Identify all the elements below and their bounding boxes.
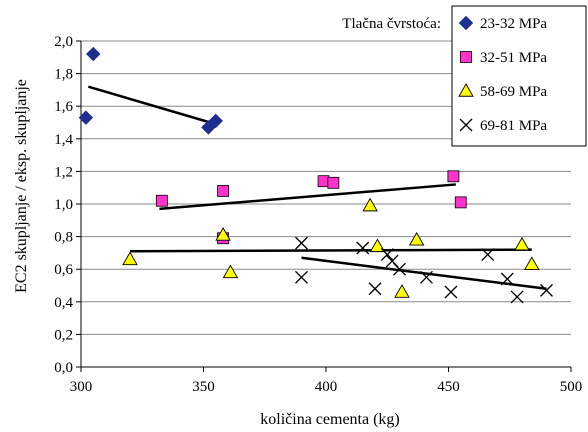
point-s2-8 (524, 256, 540, 271)
point-s3-2-stroke-b (356, 241, 370, 255)
point-s3-1-stroke-b (295, 270, 308, 284)
point-s2-0 (122, 251, 138, 266)
y-tick-label-2: 0,4 (54, 295, 73, 311)
trend-line-series-2 (129, 248, 532, 253)
legend-marker-3-stroke-b (459, 118, 473, 132)
point-s3-7 (419, 270, 433, 284)
point-s1-6 (454, 196, 467, 209)
point-s3-3 (368, 282, 382, 296)
point-s1-5 (447, 170, 460, 183)
point-s0-2 (201, 120, 216, 135)
point-s3-8 (444, 285, 458, 299)
point-s3-0-stroke-b (295, 236, 308, 250)
point-s3-9 (481, 248, 495, 261)
point-s3-7-stroke-b (419, 270, 433, 284)
point-s2-6 (408, 231, 425, 246)
y-tick-label-9: 1,8 (54, 67, 73, 83)
legend-title: Tlačna čvrstoća: (342, 16, 441, 32)
point-s1-0 (155, 194, 168, 207)
y-tick-label-10: 2,0 (54, 34, 73, 50)
point-s3-5-stroke-b (385, 254, 399, 268)
point-s2-4 (369, 238, 386, 253)
point-s3-9-stroke-b (481, 248, 495, 261)
point-s0-1 (86, 46, 101, 62)
y-tick-label-1: 0,2 (54, 327, 73, 343)
point-s3-6 (393, 262, 406, 276)
point-s3-4-stroke-b (380, 248, 394, 261)
y-tick-label-4: 0,8 (54, 230, 73, 246)
point-s1-1 (217, 185, 230, 197)
point-s3-2 (356, 241, 370, 255)
legend-marker-2 (458, 83, 474, 97)
point-s3-11 (510, 290, 524, 304)
x-axis-label: količina cementa (kg) (260, 411, 400, 428)
x-tick-label-4: 500 (560, 379, 583, 395)
y-tick-label-3: 0,6 (54, 262, 73, 278)
axes (76, 40, 572, 372)
y-tick-label-8: 1,6 (54, 99, 73, 115)
legend-label-3: 69-81 MPa (480, 118, 547, 134)
point-s3-3-stroke-b (368, 282, 382, 296)
legend-marker-3 (459, 118, 473, 132)
x-tick-label-0: 300 (70, 379, 93, 395)
trend-line-series-0 (87, 85, 217, 126)
point-s3-0 (295, 236, 308, 250)
point-s3-12-stroke-b (540, 283, 553, 297)
point-s2-1 (215, 227, 231, 241)
point-s3-12 (540, 283, 553, 297)
point-s3-1 (295, 270, 308, 284)
legend-label-0: 23-32 MPa (480, 16, 547, 32)
x-tick-label-1: 350 (192, 379, 215, 395)
legend: 23-32 MPa 32-51 MPa 58-69 MPa 69-81 MPa (451, 5, 587, 147)
point-s3-11-stroke-b (510, 290, 524, 304)
legend-marker-0 (458, 15, 474, 31)
trend-line-series-3 (301, 256, 547, 291)
point-s3-4 (380, 248, 394, 261)
legend-box (451, 5, 587, 147)
x-tick-label-3: 450 (437, 379, 460, 395)
x-tick-label-2: 400 (315, 379, 338, 395)
point-s3-6-stroke-b (393, 262, 406, 276)
data-points (78, 46, 553, 304)
point-s3-8-stroke-b (444, 285, 458, 299)
point-s3-10 (500, 272, 514, 286)
legend-label-2: 58-69 MPa (480, 84, 547, 100)
y-tick-label-7: 1,4 (54, 132, 73, 148)
y-axis-label: EC2 skupljanje / eksp. skupljanje (13, 79, 30, 293)
legend-marker-1 (460, 51, 472, 63)
tick-labels: 0,0 0,2 0,4 0,6 0,8 1,0 1,2 1,4 1,6 1,8 2,0 300 350 4… (54, 34, 582, 395)
point-s2-5 (394, 284, 410, 298)
point-s2-7 (514, 236, 530, 251)
point-s3-10-stroke-b (500, 272, 514, 286)
point-s2-2 (222, 264, 239, 279)
trend-line-series-1 (159, 183, 456, 211)
point-s1-4 (327, 176, 340, 189)
y-tick-label-0: 0,0 (54, 360, 73, 376)
y-tick-label-6: 1,2 (54, 164, 73, 180)
y-tick-label-5: 1,0 (54, 197, 73, 213)
point-s0-3 (208, 113, 223, 129)
point-s0-0 (78, 110, 94, 125)
point-s2-3 (362, 197, 378, 212)
legend-label-1: 32-51 MPa (480, 50, 547, 66)
trend-lines (87, 85, 547, 291)
point-s1-3 (317, 175, 330, 188)
